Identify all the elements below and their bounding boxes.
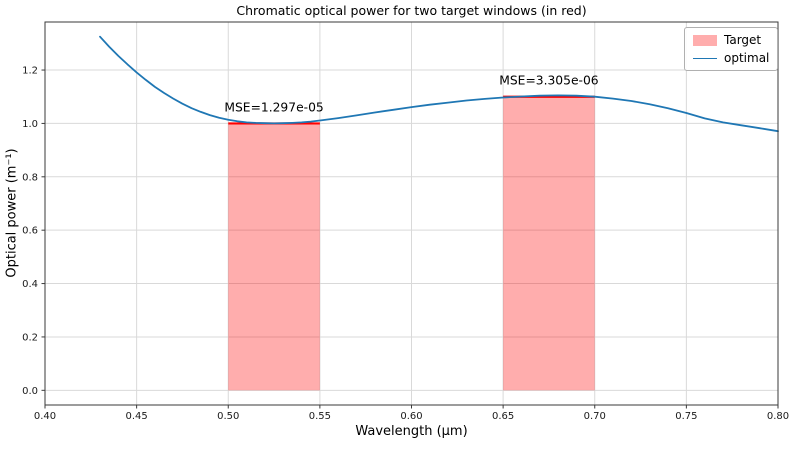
chart-title: Chromatic optical power for two target w… [236, 3, 587, 18]
x-tick-label: 0.75 [675, 411, 697, 422]
legend-item-optimal: optimal [693, 51, 769, 65]
y-tick-label: 0.4 [22, 279, 38, 290]
x-tick-label: 0.60 [400, 411, 422, 422]
legend-label-optimal: optimal [724, 51, 770, 65]
y-tick-label: 1.0 [22, 119, 38, 130]
y-tick-label: 0.0 [22, 386, 38, 397]
legend-label-target: Target [724, 33, 762, 47]
x-tick-label: 0.50 [217, 411, 239, 422]
x-tick-label: 0.40 [34, 411, 56, 422]
x-tick-label: 0.80 [767, 411, 789, 422]
x-tick-label: 0.45 [125, 411, 147, 422]
target-patch-swatch [693, 34, 717, 46]
y-tick-label: 0.2 [22, 332, 38, 343]
y-tick-label: 0.6 [22, 226, 38, 237]
y-tick-label: 0.8 [22, 172, 38, 183]
x-tick-label: 0.55 [309, 411, 331, 422]
x-tick-label: 0.70 [584, 411, 606, 422]
legend-item-target: Target [693, 33, 769, 47]
y-tick-label: 1.2 [22, 66, 38, 77]
optimal-line-swatch [693, 57, 717, 59]
plot-border [44, 21, 779, 406]
x-tick-label: 0.65 [492, 411, 514, 422]
mse-annotation: MSE=3.305e-06 [499, 74, 599, 88]
mse-annotation: MSE=1.297e-05 [224, 100, 323, 114]
target-window-bar [228, 123, 320, 391]
x-axis-label: Wavelength (μm) [355, 424, 468, 439]
target-window-bar [503, 96, 595, 391]
optimal-curve [99, 35, 779, 133]
legend: Target optimal [684, 27, 779, 71]
